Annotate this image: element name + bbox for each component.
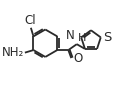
Text: O: O <box>73 52 82 65</box>
Text: N: N <box>66 29 75 42</box>
Text: S: S <box>103 31 112 44</box>
Text: NH₂: NH₂ <box>2 46 24 59</box>
Text: Cl: Cl <box>24 14 36 27</box>
Text: H: H <box>78 33 86 43</box>
